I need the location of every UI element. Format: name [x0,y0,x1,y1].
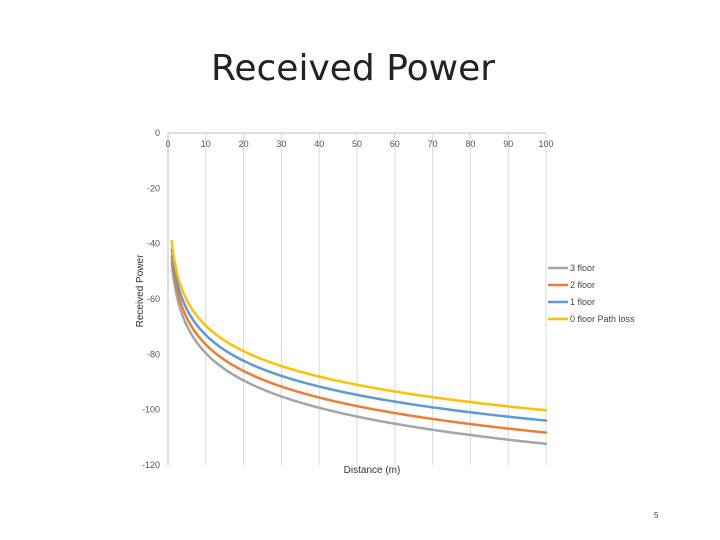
series-line [170,239,548,412]
series-line [170,255,548,434]
x-tick-label: 0 [165,139,170,149]
slide-title: Received Power [210,48,496,89]
x-axis-title: Distance (m) [344,465,401,476]
x-tick-label: 70 [428,139,438,149]
x-tick-label: 90 [503,139,513,149]
y-tick-label: -80 [147,349,160,359]
legend-entry: 1 floor [570,297,595,307]
y-tick-label: -60 [147,294,160,304]
legend-entry: 0 floor Path loss [570,314,635,324]
legend-entry: 3 floor [570,263,595,273]
y-tick-label: -100 [142,405,160,415]
y-tick-label: -120 [142,460,160,470]
y-tick-label: -20 [147,183,160,193]
x-tick-label: 40 [314,139,324,149]
x-tick-label: 50 [352,139,362,149]
x-tick-label: 30 [276,139,286,149]
x-tick-label: 20 [239,139,249,149]
y-tick-label: -40 [147,239,160,249]
legend-entry: 2 floor [570,280,595,290]
x-tick-label: 60 [390,139,400,149]
y-tick-label: 0 [155,128,160,138]
page-number: 5 [654,511,659,520]
x-tick-label: 100 [538,139,553,149]
x-tick-label: 10 [201,139,211,149]
series-line [170,261,548,446]
series-line [170,248,548,422]
y-axis-title: Received Power [135,254,146,327]
x-tick-label: 80 [465,139,475,149]
